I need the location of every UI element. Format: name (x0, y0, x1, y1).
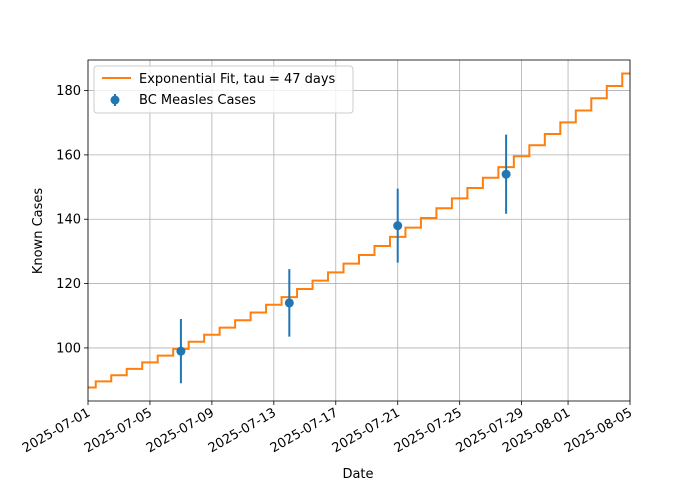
x-tick-label: 2025-07-21 (330, 405, 403, 456)
x-tick-label: 2025-07-05 (82, 405, 155, 456)
y-tick-label: 100 (56, 341, 81, 356)
case-point (284, 298, 294, 308)
case-point (176, 346, 186, 356)
plot-background (88, 60, 630, 401)
legend-fit-label: Exponential Fit, tau = 47 days (139, 72, 336, 87)
case-point (393, 221, 403, 231)
legend-box (93, 65, 354, 114)
y-tick-label: 160 (56, 148, 81, 163)
x-tick-label: 2025-07-01 (20, 405, 93, 456)
series-layer (88, 72, 630, 389)
x-tick-label: 2025-07-09 (144, 405, 217, 456)
legend-cases-label: BC Measles Cases (139, 93, 256, 108)
x-tick-label: 2025-07-25 (392, 405, 465, 456)
legend: Exponential Fit, tau = 47 days BC Measle… (93, 65, 354, 114)
legend-cases-marker (110, 95, 120, 105)
plot-area (88, 60, 630, 401)
x-tick-label: 2025-07-17 (268, 405, 341, 456)
x-axis-label: Date (342, 467, 373, 482)
case-point (501, 169, 511, 179)
y-tick-label: 120 (56, 277, 81, 292)
y-axis-label: Known Cases (31, 188, 46, 275)
y-tick-label: 140 (56, 213, 81, 228)
x-tick-label: 2025-07-13 (206, 405, 279, 456)
y-tick-label: 180 (56, 84, 81, 99)
axes (87, 59, 631, 402)
axes-frame (87, 59, 631, 402)
x-tick-label: 2025-08-05 (562, 405, 635, 456)
